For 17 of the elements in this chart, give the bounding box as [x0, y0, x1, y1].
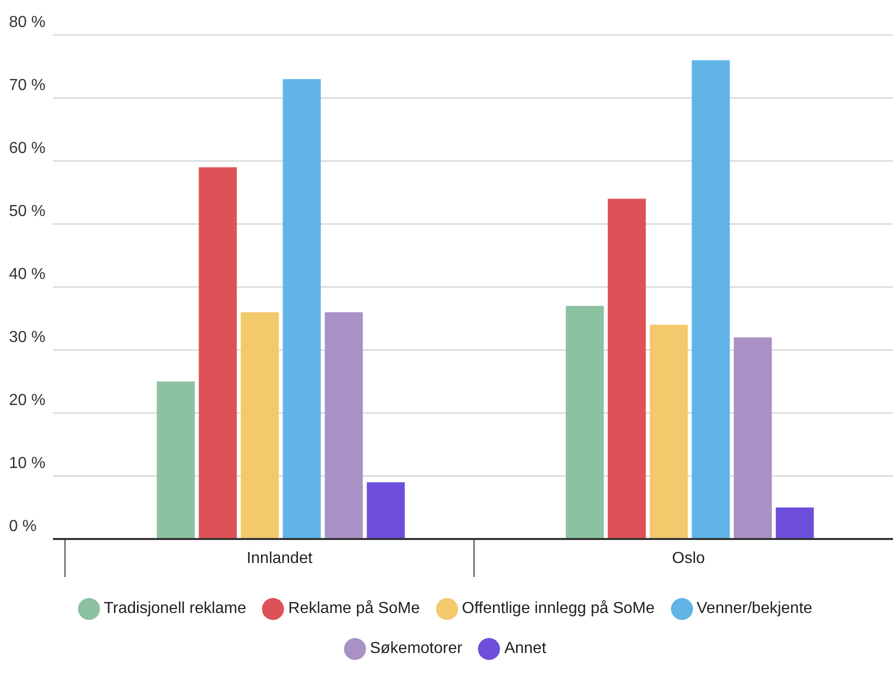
y-tick-label: 80 % [9, 14, 46, 31]
legend-label: Annet [504, 640, 546, 657]
legend-label: Søkemotorer [370, 640, 462, 657]
legend-label: Reklame på SoMe [288, 600, 420, 617]
legend-label: Venner/bekjente [696, 600, 812, 617]
y-tick-label: 20 % [9, 392, 46, 409]
y-tick-label: 60 % [9, 140, 46, 157]
y-tick-label: 50 % [9, 203, 46, 220]
y-tick-label: 0 % [9, 518, 37, 535]
y-tick-label: 10 % [9, 455, 46, 472]
y-tick-label: 40 % [9, 266, 46, 283]
legend-label: Offentlige innlegg på SoMe [462, 600, 655, 617]
legend-label: Tradisjonell reklame [104, 600, 246, 617]
x-tick-label: Innlandet [246, 550, 313, 567]
y-tick-label: 30 % [9, 329, 46, 346]
x-tick-label: Oslo [672, 550, 706, 567]
y-tick-label: 70 % [9, 77, 46, 94]
